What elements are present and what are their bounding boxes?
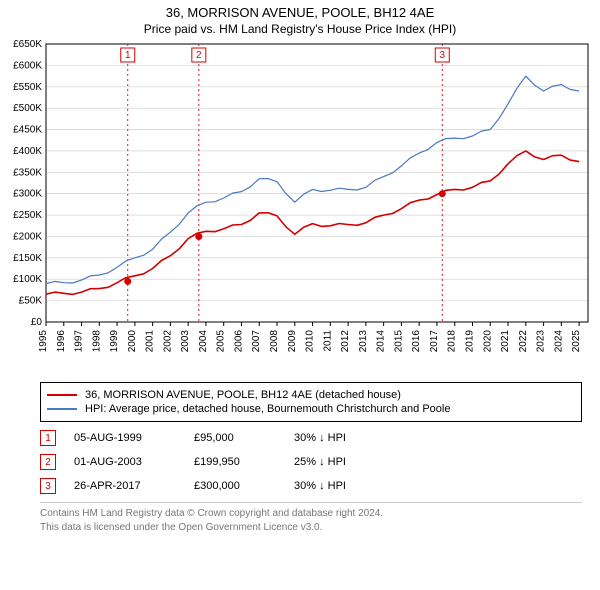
svg-text:£0: £0 <box>31 317 43 328</box>
svg-text:£300K: £300K <box>13 189 42 200</box>
transaction-hpi: 30% ↓ HPI <box>294 480 394 492</box>
legend-row: HPI: Average price, detached house, Bour… <box>47 403 575 415</box>
svg-text:2015: 2015 <box>393 330 404 353</box>
svg-text:2014: 2014 <box>376 330 387 353</box>
svg-text:£100K: £100K <box>13 274 42 285</box>
line-chart-svg: £0 £50K £100K £150K £200K £250K £300K £350K £400… <box>0 36 600 376</box>
svg-text:2000: 2000 <box>127 330 138 353</box>
footer-line-1: Contains HM Land Registry data © Crown c… <box>40 507 582 521</box>
svg-text:2012: 2012 <box>340 330 351 353</box>
svg-text:2002: 2002 <box>162 330 173 353</box>
transaction-price: £95,000 <box>194 432 294 444</box>
svg-text:£650K: £650K <box>13 39 42 50</box>
svg-text:£450K: £450K <box>13 125 42 136</box>
svg-text:2011: 2011 <box>322 330 333 352</box>
legend: 36, MORRISON AVENUE, POOLE, BH12 4AE (de… <box>40 382 582 422</box>
svg-text:2023: 2023 <box>536 330 547 353</box>
legend-label: 36, MORRISON AVENUE, POOLE, BH12 4AE (de… <box>85 389 401 401</box>
footer-attribution: Contains HM Land Registry data © Crown c… <box>40 502 582 535</box>
transaction-row: 1 05-AUG-1999£95,00030% ↓ HPI <box>40 430 582 446</box>
svg-text:£250K: £250K <box>13 210 42 221</box>
footer-line-2: This data is licensed under the Open Gov… <box>40 521 582 535</box>
svg-text:1999: 1999 <box>109 330 120 353</box>
legend-swatch <box>47 394 77 396</box>
svg-text:2001: 2001 <box>145 330 156 353</box>
svg-text:2003: 2003 <box>180 330 191 353</box>
transaction-date: 01-AUG-2003 <box>74 456 194 468</box>
svg-text:2008: 2008 <box>269 330 280 353</box>
svg-text:2018: 2018 <box>447 330 458 353</box>
svg-text:2021: 2021 <box>500 330 511 353</box>
svg-text:2010: 2010 <box>305 330 316 353</box>
chart-subtitle: Price paid vs. HM Land Registry's House … <box>0 22 600 36</box>
svg-text:2009: 2009 <box>287 330 298 353</box>
legend-swatch <box>47 408 77 410</box>
svg-text:£400K: £400K <box>13 146 42 157</box>
svg-text:1998: 1998 <box>91 330 102 353</box>
svg-text:£350K: £350K <box>13 167 42 178</box>
svg-text:2025: 2025 <box>571 330 582 353</box>
transaction-price: £199,950 <box>194 456 294 468</box>
transaction-list: 105-AUG-1999£95,00030% ↓ HPI201-AUG-2003… <box>40 430 582 494</box>
svg-text:2: 2 <box>196 50 202 61</box>
svg-text:2005: 2005 <box>216 330 227 353</box>
svg-text:£500K: £500K <box>13 103 42 114</box>
transaction-date: 26-APR-2017 <box>74 480 194 492</box>
transaction-price: £300,000 <box>194 480 294 492</box>
svg-text:£550K: £550K <box>13 82 42 93</box>
svg-text:2020: 2020 <box>482 330 493 353</box>
svg-text:2016: 2016 <box>411 330 422 353</box>
svg-text:2004: 2004 <box>198 330 209 353</box>
svg-text:2006: 2006 <box>233 330 244 353</box>
svg-text:2019: 2019 <box>464 330 475 353</box>
transaction-date: 05-AUG-1999 <box>74 432 194 444</box>
legend-label: HPI: Average price, detached house, Bour… <box>85 403 450 415</box>
transaction-row: 2 01-AUG-2003£199,95025% ↓ HPI <box>40 454 582 470</box>
transaction-badge: 1 <box>40 430 56 446</box>
svg-text:1996: 1996 <box>56 330 67 353</box>
svg-text:£200K: £200K <box>13 232 42 243</box>
svg-text:2022: 2022 <box>518 330 529 353</box>
transaction-hpi: 25% ↓ HPI <box>294 456 394 468</box>
transaction-row: 3 26-APR-2017£300,00030% ↓ HPI <box>40 478 582 494</box>
svg-text:1: 1 <box>125 50 131 61</box>
svg-text:3: 3 <box>440 50 446 61</box>
svg-text:1995: 1995 <box>38 330 49 353</box>
svg-text:£50K: £50K <box>19 296 43 307</box>
chart-title: 36, MORRISON AVENUE, POOLE, BH12 4AE <box>0 0 600 22</box>
svg-text:2007: 2007 <box>251 330 262 353</box>
svg-text:2017: 2017 <box>429 330 440 353</box>
legend-row: 36, MORRISON AVENUE, POOLE, BH12 4AE (de… <box>47 389 575 401</box>
chart-area: £0 £50K £100K £150K £200K £250K £300K £350K £400… <box>0 36 600 376</box>
transaction-badge: 3 <box>40 478 56 494</box>
svg-text:£150K: £150K <box>13 253 42 264</box>
svg-text:2024: 2024 <box>553 330 564 353</box>
svg-text:2013: 2013 <box>358 330 369 353</box>
svg-text:1997: 1997 <box>74 330 85 353</box>
svg-text:£600K: £600K <box>13 61 42 72</box>
transaction-hpi: 30% ↓ HPI <box>294 432 394 444</box>
transaction-badge: 2 <box>40 454 56 470</box>
